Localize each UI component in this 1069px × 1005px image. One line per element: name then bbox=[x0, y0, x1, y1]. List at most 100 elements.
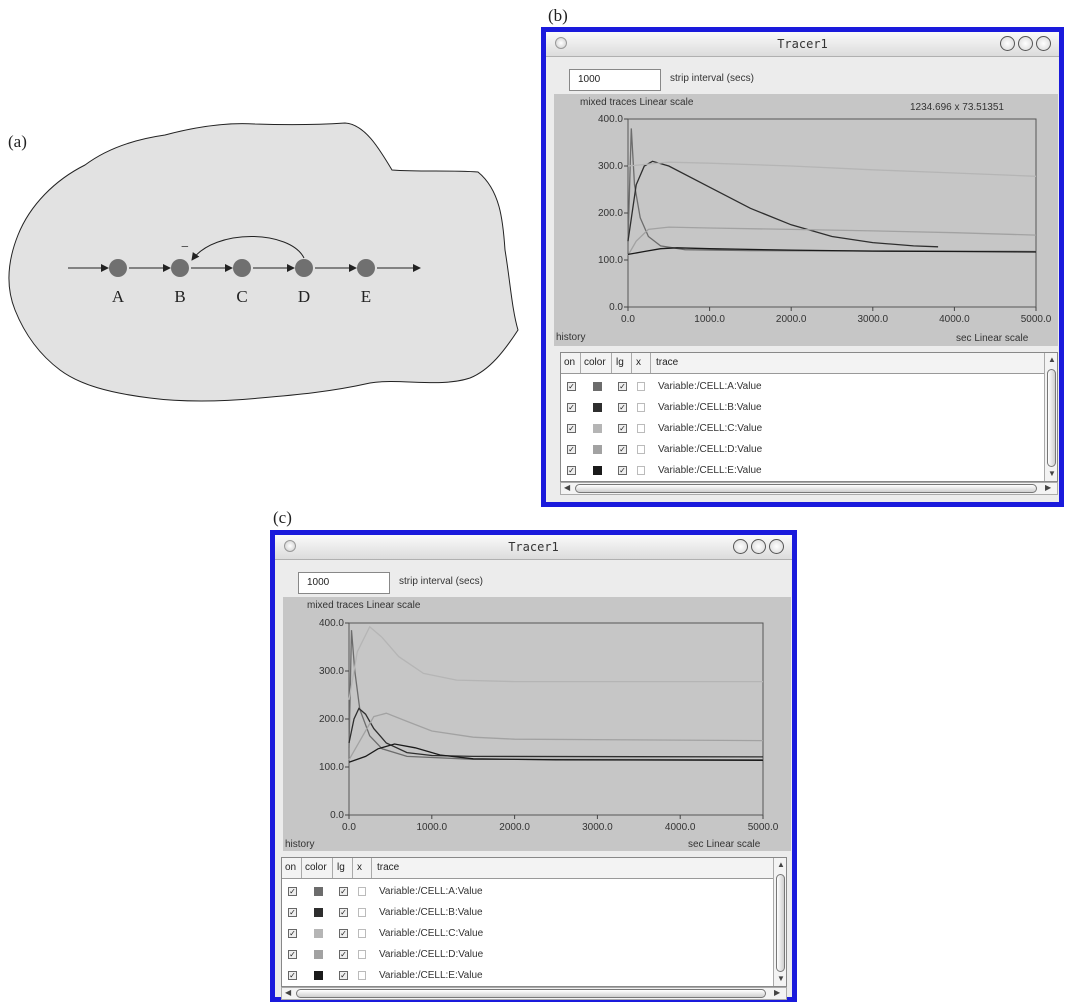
col-x[interactable]: x bbox=[357, 862, 362, 873]
color-swatch[interactable] bbox=[314, 929, 323, 938]
on-checkbox[interactable]: ✓ bbox=[567, 424, 576, 433]
lg-checkbox[interactable]: ✓ bbox=[339, 929, 348, 938]
trace-row-b[interactable]: ✓ ✓ Variable:/CELL:B:Value bbox=[561, 398, 1044, 419]
maximize-button[interactable] bbox=[1018, 36, 1033, 51]
series-line-c bbox=[627, 161, 1037, 177]
close-button[interactable] bbox=[769, 539, 784, 554]
color-swatch[interactable] bbox=[593, 445, 602, 454]
x-checkbox[interactable] bbox=[637, 424, 645, 433]
vertical-scrollbar[interactable]: ▲ ▼ bbox=[773, 858, 786, 986]
color-swatch[interactable] bbox=[593, 466, 602, 475]
y-tick-label: 200.0 bbox=[598, 208, 623, 219]
horizontal-scrollbar[interactable]: ◀ ▶ bbox=[281, 987, 787, 1000]
color-swatch[interactable] bbox=[593, 424, 602, 433]
x-checkbox[interactable] bbox=[637, 382, 645, 391]
trace-row-a[interactable]: ✓ ✓ Variable:/CELL:A:Value bbox=[561, 377, 1044, 398]
scroll-up-icon[interactable]: ▲ bbox=[1048, 355, 1056, 364]
lg-checkbox[interactable]: ✓ bbox=[339, 950, 348, 959]
trace-row-e[interactable]: ✓ ✓ Variable:/CELL:E:Value bbox=[561, 461, 1044, 481]
lg-checkbox[interactable]: ✓ bbox=[618, 382, 627, 391]
trace-row-a[interactable]: ✓ ✓ Variable:/CELL:A:Value bbox=[282, 882, 773, 903]
col-x[interactable]: x bbox=[636, 357, 641, 368]
on-checkbox[interactable]: ✓ bbox=[567, 445, 576, 454]
on-checkbox[interactable]: ✓ bbox=[288, 971, 297, 980]
on-checkbox[interactable]: ✓ bbox=[288, 887, 297, 896]
on-checkbox[interactable]: ✓ bbox=[288, 929, 297, 938]
lg-checkbox[interactable]: ✓ bbox=[618, 445, 627, 454]
x-checkbox[interactable] bbox=[637, 403, 645, 412]
lg-checkbox[interactable]: ✓ bbox=[339, 971, 348, 980]
col-on[interactable]: on bbox=[285, 862, 297, 873]
x-tick-label: 4000.0 bbox=[665, 822, 696, 833]
x-tick-label: 3000.0 bbox=[858, 314, 889, 325]
color-swatch[interactable] bbox=[314, 950, 323, 959]
color-swatch[interactable] bbox=[593, 403, 602, 412]
col-on[interactable]: on bbox=[564, 357, 576, 368]
color-swatch[interactable] bbox=[314, 971, 323, 980]
titlebar[interactable]: Tracer1 bbox=[275, 535, 792, 560]
x-checkbox[interactable] bbox=[358, 887, 366, 896]
lg-checkbox[interactable]: ✓ bbox=[339, 887, 348, 896]
scroll-right-icon[interactable]: ▶ bbox=[1045, 483, 1052, 492]
col-lg[interactable]: lg bbox=[337, 862, 345, 873]
scroll-down-icon[interactable]: ▼ bbox=[777, 974, 785, 983]
trace-row-e[interactable]: ✓ ✓ Variable:/CELL:E:Value bbox=[282, 966, 773, 986]
lg-checkbox[interactable]: ✓ bbox=[339, 908, 348, 917]
trace-row-b[interactable]: ✓ ✓ Variable:/CELL:B:Value bbox=[282, 903, 773, 924]
horizontal-scroll-thumb[interactable] bbox=[575, 484, 1037, 493]
minimize-button[interactable] bbox=[1000, 36, 1015, 51]
trace-row-c[interactable]: ✓ ✓ Variable:/CELL:C:Value bbox=[561, 419, 1044, 440]
vertical-scroll-thumb[interactable] bbox=[776, 874, 785, 972]
feedback-sign: − bbox=[181, 240, 189, 255]
strip-interval-input[interactable]: 1000 bbox=[298, 572, 390, 594]
trace-name: Variable:/CELL:C:Value bbox=[658, 423, 763, 434]
x-tick-label: 1000.0 bbox=[694, 314, 725, 325]
scroll-left-icon[interactable]: ◀ bbox=[564, 483, 571, 492]
x-checkbox[interactable] bbox=[358, 971, 366, 980]
plot-area[interactable]: mixed traces Linear scale 1234.696 x 73.… bbox=[554, 94, 1058, 346]
titlebar[interactable]: Tracer1 bbox=[546, 32, 1059, 57]
color-swatch[interactable] bbox=[314, 908, 323, 917]
x-checkbox[interactable] bbox=[637, 445, 645, 454]
trace-name: Variable:/CELL:A:Value bbox=[658, 381, 762, 392]
col-trace[interactable]: trace bbox=[656, 357, 679, 368]
horizontal-scroll-thumb[interactable] bbox=[296, 989, 766, 998]
x-checkbox[interactable] bbox=[358, 950, 366, 959]
trace-row-c[interactable]: ✓ ✓ Variable:/CELL:C:Value bbox=[282, 924, 773, 945]
scroll-left-icon[interactable]: ◀ bbox=[285, 988, 292, 997]
scroll-down-icon[interactable]: ▼ bbox=[1048, 469, 1056, 478]
col-color[interactable]: color bbox=[584, 357, 606, 368]
window-menu-icon[interactable] bbox=[555, 37, 567, 49]
minimize-button[interactable] bbox=[733, 539, 748, 554]
on-checkbox[interactable]: ✓ bbox=[567, 382, 576, 391]
x-tick-label: 1000.0 bbox=[417, 822, 448, 833]
on-checkbox[interactable]: ✓ bbox=[288, 908, 297, 917]
strip-interval-input[interactable]: 1000 bbox=[569, 69, 661, 91]
on-checkbox[interactable]: ✓ bbox=[288, 950, 297, 959]
horizontal-scrollbar[interactable]: ◀ ▶ bbox=[560, 482, 1058, 495]
vertical-scroll-thumb[interactable] bbox=[1047, 369, 1056, 467]
plot-area[interactable]: mixed traces Linear scale 400.0 300.0 200.… bbox=[283, 597, 791, 851]
color-swatch[interactable] bbox=[593, 382, 602, 391]
lg-checkbox[interactable]: ✓ bbox=[618, 466, 627, 475]
on-checkbox[interactable]: ✓ bbox=[567, 466, 576, 475]
x-checkbox[interactable] bbox=[358, 908, 366, 917]
vertical-scrollbar[interactable]: ▲ ▼ bbox=[1044, 353, 1057, 481]
on-checkbox[interactable]: ✓ bbox=[567, 403, 576, 412]
lg-checkbox[interactable]: ✓ bbox=[618, 424, 627, 433]
col-trace[interactable]: trace bbox=[377, 862, 400, 873]
scroll-right-icon[interactable]: ▶ bbox=[774, 988, 781, 997]
lg-checkbox[interactable]: ✓ bbox=[618, 403, 627, 412]
maximize-button[interactable] bbox=[751, 539, 766, 554]
close-button[interactable] bbox=[1036, 36, 1051, 51]
scroll-up-icon[interactable]: ▲ bbox=[777, 860, 785, 869]
x-checkbox[interactable] bbox=[358, 929, 366, 938]
window-menu-icon[interactable] bbox=[284, 540, 296, 552]
col-lg[interactable]: lg bbox=[616, 357, 624, 368]
trace-row-d[interactable]: ✓ ✓ Variable:/CELL:D:Value bbox=[282, 945, 773, 966]
color-swatch[interactable] bbox=[314, 887, 323, 896]
trace-plot: 400.0 300.0 200.0 100.0 0.00.0 1000.0 2000.0 30… bbox=[598, 114, 1052, 325]
col-color[interactable]: color bbox=[305, 862, 327, 873]
trace-row-d[interactable]: ✓ ✓ Variable:/CELL:D:Value bbox=[561, 440, 1044, 461]
x-checkbox[interactable] bbox=[637, 466, 645, 475]
